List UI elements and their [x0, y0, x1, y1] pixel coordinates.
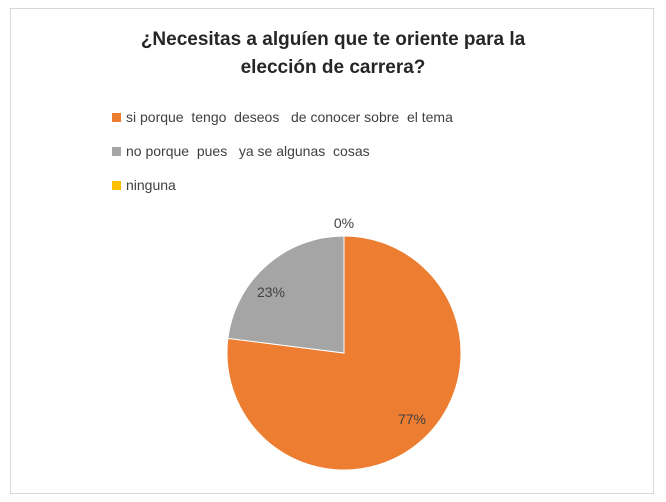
legend-label-si: si porque tengo deseos de conocer sobre …	[126, 109, 453, 125]
chart-title-line-1: ¿Necesitas a alguíen que te oriente para…	[140, 29, 526, 50]
legend-item-ninguna: ninguna	[112, 168, 453, 202]
chart-title-line-2: elección de carrera?	[240, 57, 426, 78]
chart-title: ¿Necesitas a alguíen que te oriente para…	[0, 26, 666, 82]
legend-swatch-ninguna	[112, 180, 121, 190]
legend-item-no: no porque pues ya se algunas cosas	[112, 134, 453, 168]
legend-label-no: no porque pues ya se algunas cosas	[126, 143, 370, 159]
slice-label-no: 23%	[257, 284, 285, 300]
pie-slice-no	[227, 235, 345, 354]
slice-label-ninguna: 0%	[334, 215, 354, 231]
chart-legend: si porque tengo deseos de conocer sobre …	[112, 100, 453, 202]
legend-item-si: si porque tengo deseos de conocer sobre …	[112, 100, 453, 134]
legend-swatch-si	[112, 112, 121, 122]
legend-label-ninguna: ninguna	[126, 177, 176, 193]
slice-label-si: 77%	[398, 411, 426, 427]
legend-swatch-no	[112, 146, 121, 156]
